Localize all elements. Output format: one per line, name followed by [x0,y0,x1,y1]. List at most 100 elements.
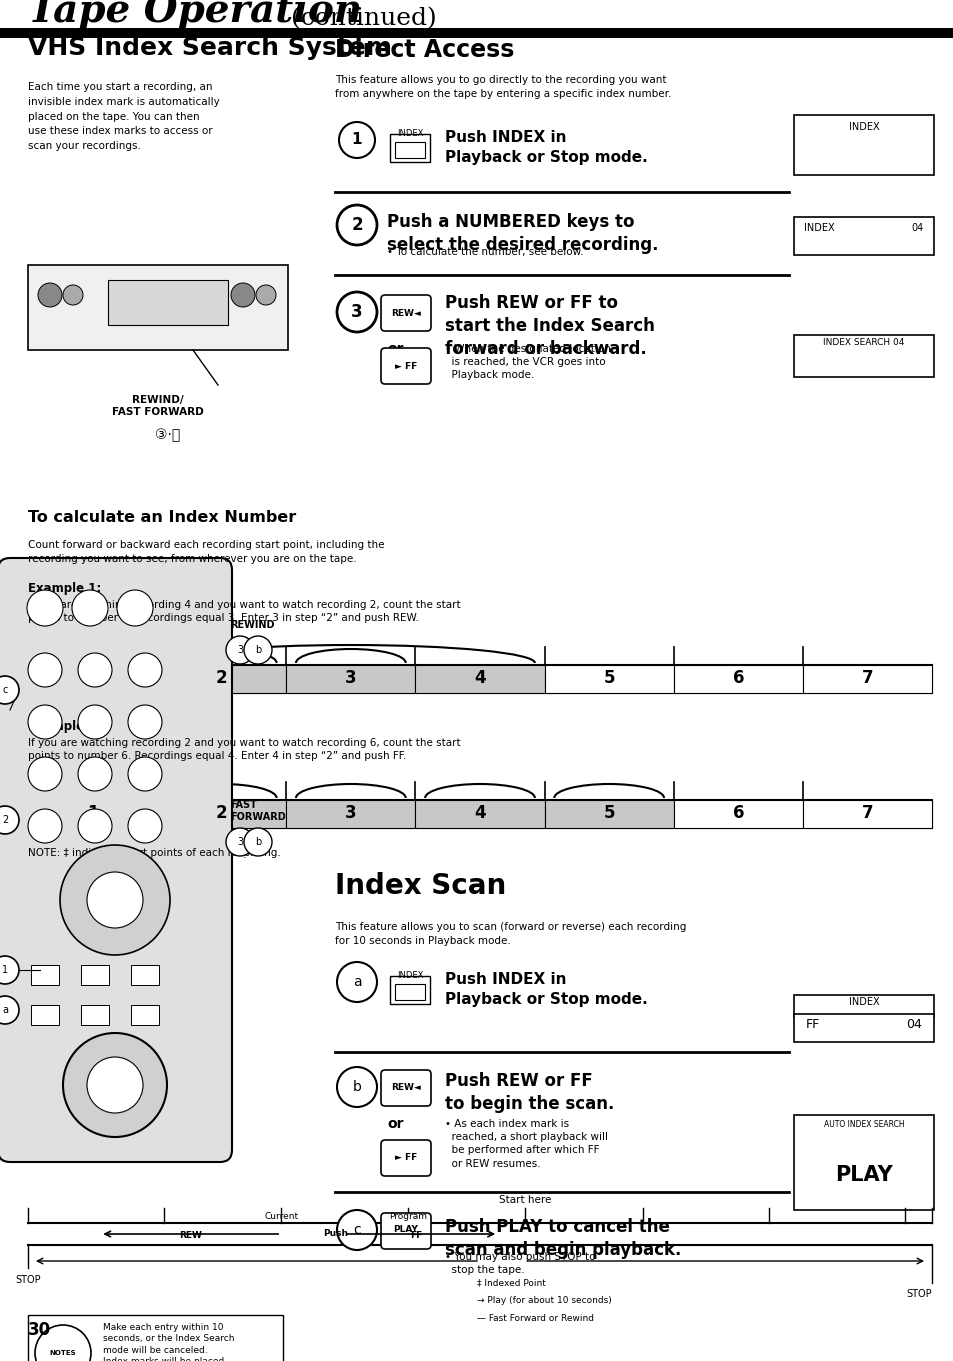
Circle shape [244,827,272,856]
Bar [793,335,933,377]
Text: 2: 2 [215,670,227,687]
Text: Direct Access: Direct Access [335,38,514,63]
Circle shape [71,591,108,626]
Text: b: b [254,645,261,655]
Circle shape [0,676,19,704]
Text: REW: REW [179,1230,202,1240]
Circle shape [128,653,162,687]
Text: Count forward or backward each recording start point, including the
recording yo: Count forward or backward each recording… [28,540,384,563]
Text: Push INDEX in
Playback or Stop mode.: Push INDEX in Playback or Stop mode. [444,131,647,165]
Circle shape [27,591,63,626]
Bar [395,984,424,1000]
Bar [395,142,424,158]
Text: ·: · [243,853,247,863]
Text: 3: 3 [345,804,356,822]
Text: Push PLAY to cancel the
scan and begin playback.: Push PLAY to cancel the scan and begin p… [444,1218,680,1259]
Bar [0,29,953,38]
Text: This feature allows you to scan (forward or reverse) each recording
for 10 secon: This feature allows you to scan (forward… [335,921,685,946]
Text: PLAY: PLAY [834,1165,892,1185]
Text: REWIND/
FAST FORWARD: REWIND/ FAST FORWARD [112,395,204,418]
Circle shape [336,1210,376,1249]
Bar [793,216,933,255]
Text: c: c [2,685,8,695]
Text: FAST
FORWARD: FAST FORWARD [230,800,286,822]
FancyBboxPatch shape [380,1070,431,1106]
Circle shape [78,705,112,739]
Text: Example 1:: Example 1: [28,583,101,595]
Bar [673,800,802,827]
Bar [131,1004,159,1025]
Text: 3: 3 [236,645,243,655]
Text: Push REW or FF
to begin the scan.: Push REW or FF to begin the scan. [444,1072,614,1113]
Text: ► FF: ► FF [395,362,416,370]
Circle shape [128,808,162,842]
Text: 7: 7 [861,804,872,822]
Bar [673,666,802,693]
Text: c: c [353,1224,360,1237]
Text: Push: Push [322,1229,348,1239]
Text: NOTES: NOTES [50,1350,76,1356]
Text: • As each index mark is
  reached, a short playback will
  be performed after wh: • As each index mark is reached, a short… [444,1119,607,1169]
Text: 2: 2 [215,804,227,822]
Bar [286,800,415,827]
Text: (continued): (continued) [283,7,436,30]
Bar [157,800,286,827]
Bar [81,965,109,985]
Bar [28,1315,283,1361]
Text: ·: · [243,661,247,671]
Circle shape [0,806,19,834]
Text: 1: 1 [352,132,362,147]
FancyBboxPatch shape [380,1141,431,1176]
Circle shape [117,591,152,626]
Text: Current: Current [264,1213,298,1221]
Circle shape [87,1057,143,1113]
Bar [415,800,544,827]
Text: • You may also push STOP to
  stop the tape.: • You may also push STOP to stop the tap… [444,1252,595,1275]
Bar [28,666,931,693]
Text: Start here: Start here [498,1195,550,1204]
Text: 04: 04 [905,1018,921,1032]
Text: If you are watching recording 2 and you want to watch recording 6, count the sta: If you are watching recording 2 and you … [28,738,460,761]
Text: 5: 5 [602,804,615,822]
Text: Make each entry within 10
seconds, or the Index Search
mode will be canceled.
In: Make each entry within 10 seconds, or th… [103,1323,234,1361]
Text: — Fast Forward or Rewind: — Fast Forward or Rewind [476,1313,594,1323]
Text: 4: 4 [474,804,485,822]
Text: INDEX: INDEX [848,122,879,132]
Bar [544,800,673,827]
Text: Index Scan: Index Scan [335,872,506,900]
Text: 4: 4 [474,670,485,687]
Text: 3: 3 [351,304,362,321]
Text: 3: 3 [345,670,356,687]
Text: REW◄: REW◄ [391,309,420,317]
Text: a: a [2,1004,8,1015]
Circle shape [128,705,162,739]
Bar [793,1014,933,1043]
Text: REW◄: REW◄ [391,1082,420,1092]
FancyBboxPatch shape [0,558,232,1162]
Text: 5: 5 [602,670,615,687]
Text: 04: 04 [911,223,923,233]
Circle shape [226,827,253,856]
Bar [28,265,288,350]
Text: INDEX: INDEX [848,998,879,1007]
Circle shape [87,872,143,928]
Text: • To calculate the number, see below.: • To calculate the number, see below. [387,246,583,257]
Text: If you are watching recording 4 and you want to watch recording 2, count the sta: If you are watching recording 4 and you … [28,600,460,623]
Circle shape [0,996,19,1023]
Text: ③·Ⓑ: ③·Ⓑ [155,427,180,442]
Text: 7: 7 [861,670,872,687]
Text: This feature allows you to go directly to the recording you want
from anywhere o: This feature allows you to go directly t… [335,75,671,99]
Circle shape [255,284,275,305]
Text: Push a NUMBERED keys to
select the desired recording.: Push a NUMBERED keys to select the desir… [387,214,658,255]
Circle shape [78,653,112,687]
Bar [390,976,430,1004]
Text: Program: Program [388,1213,426,1221]
Bar [28,800,931,827]
Text: ‡ Indexed Point: ‡ Indexed Point [476,1278,545,1288]
Circle shape [78,808,112,842]
Text: INDEX SEARCH 04: INDEX SEARCH 04 [822,338,903,347]
Text: Push INDEX in
Playback or Stop mode.: Push INDEX in Playback or Stop mode. [444,972,647,1007]
Circle shape [38,283,62,308]
Circle shape [336,206,376,245]
Text: 3: 3 [236,837,243,847]
